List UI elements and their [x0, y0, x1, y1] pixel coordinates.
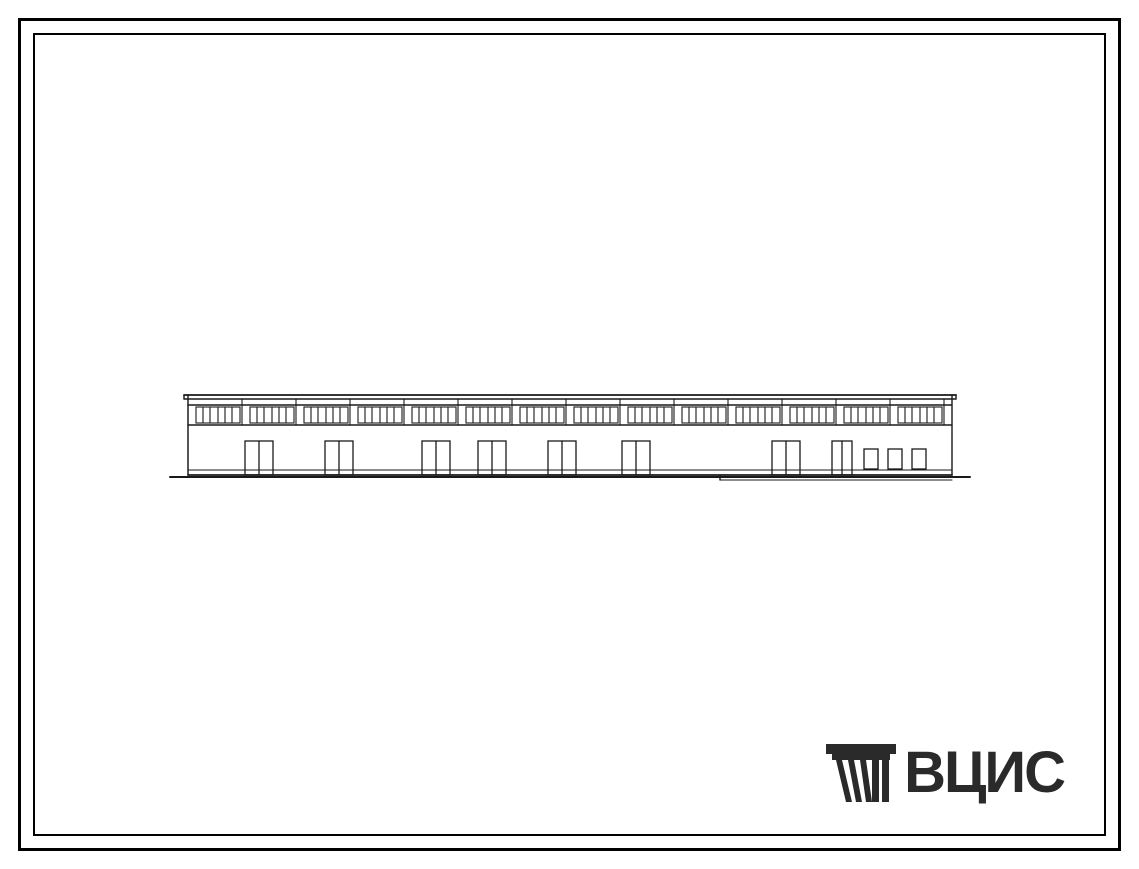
logo-text: ВЦИС	[904, 739, 1064, 806]
building-elevation-drawing	[160, 375, 980, 495]
logo-column-icon	[826, 744, 896, 802]
inner-frame: ВЦИС	[33, 33, 1106, 836]
logo: ВЦИС	[826, 739, 1064, 806]
elevation-svg	[160, 375, 980, 495]
outer-frame: ВЦИС	[18, 18, 1121, 851]
